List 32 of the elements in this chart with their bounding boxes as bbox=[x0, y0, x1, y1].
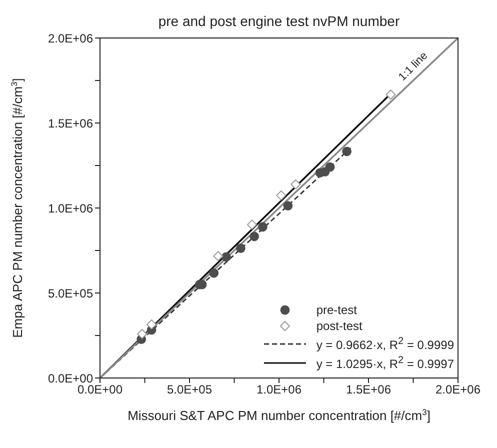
x-tick-label: 1.0E+06 bbox=[256, 382, 302, 397]
point bbox=[236, 244, 246, 253]
point bbox=[342, 146, 352, 156]
annotation: 1:1 line bbox=[396, 50, 430, 84]
point bbox=[209, 268, 219, 278]
point bbox=[221, 252, 231, 262]
y-tick-label: 0.0E+00 bbox=[48, 371, 94, 386]
point bbox=[290, 179, 301, 190]
point bbox=[283, 201, 293, 210]
point bbox=[213, 251, 224, 262]
x-tick-label: 2.0E+06 bbox=[435, 382, 481, 397]
point bbox=[246, 220, 257, 230]
point bbox=[386, 90, 396, 100]
y-tick-label: 5.0E+05 bbox=[48, 286, 94, 300]
point bbox=[146, 319, 157, 330]
y-tick-label: 1.0E+06 bbox=[48, 201, 94, 216]
y-tick-label: 2.0E+06 bbox=[48, 31, 94, 46]
x-axis-title: Missouri S&T APC PM number concentration [#/cm$^{3}$] bbox=[128, 407, 430, 423]
x-tick-label: 5.0E+05 bbox=[166, 382, 212, 397]
point bbox=[276, 190, 286, 200]
y-tick-label: 1.5E+06 bbox=[48, 116, 94, 130]
point bbox=[325, 162, 335, 172]
chart-title: pre and post engine test nvPM number bbox=[158, 13, 400, 29]
x-tick-label: 0.0E+00 bbox=[77, 382, 123, 397]
legend-label: y = 1.0295·x, R$^{2}$ = 0.9997 bbox=[316, 354, 454, 372]
legend-label: pre-test bbox=[316, 302, 358, 318]
point bbox=[258, 222, 268, 232]
legend-label: post-test bbox=[316, 318, 362, 334]
x-tick-label: 1.5E+06 bbox=[346, 382, 392, 397]
point bbox=[250, 232, 259, 242]
legend-label: y = 0.9662·x, R$^{2}$ = 0.9999 bbox=[316, 335, 454, 353]
point bbox=[137, 328, 148, 339]
